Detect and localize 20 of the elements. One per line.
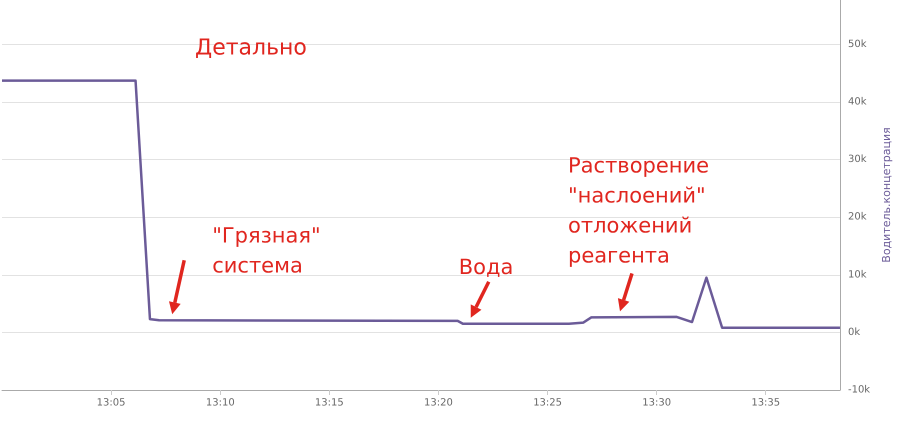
x-tick-label: 13:10 xyxy=(206,398,235,408)
annotation: Вода xyxy=(458,254,514,279)
x-tick-label: 13:20 xyxy=(424,398,453,408)
x-tick-label: 13:30 xyxy=(642,398,672,408)
y-tick-label: -10k xyxy=(848,384,870,396)
y-tick-label: 30k xyxy=(848,154,867,166)
line-series xyxy=(0,79,842,330)
x-tick-label: 13:15 xyxy=(314,398,344,408)
text: Детально xyxy=(195,36,307,60)
y-tick-label: 0k xyxy=(848,326,860,338)
y-axis-title: Водитель.концетрация xyxy=(880,127,893,263)
x-tick-label: 13:05 xyxy=(96,398,126,408)
annotation: Растворение "наслоений" отложений реагента xyxy=(568,153,710,268)
annotation: "Грязная" система xyxy=(212,223,321,278)
x-tick-label: 13:25 xyxy=(533,398,562,408)
y-tick-label: 50k xyxy=(848,38,867,50)
x-tick-label: 13:35 xyxy=(751,398,780,408)
y-tick-label: 10k xyxy=(848,269,867,280)
y-tick-label: 20k xyxy=(848,212,867,223)
y-tick-label: 40k xyxy=(848,96,867,108)
